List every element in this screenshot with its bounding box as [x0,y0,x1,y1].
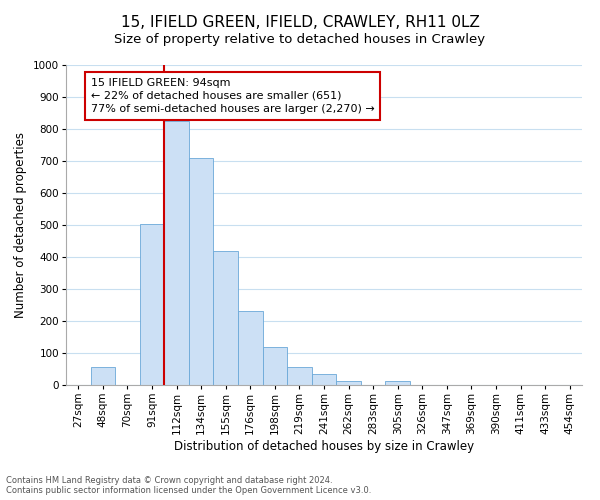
Text: 15, IFIELD GREEN, IFIELD, CRAWLEY, RH11 0LZ: 15, IFIELD GREEN, IFIELD, CRAWLEY, RH11 … [121,15,479,30]
Bar [336,381,361,385]
Bar [189,158,214,385]
Text: Contains HM Land Registry data © Crown copyright and database right 2024.
Contai: Contains HM Land Registry data © Crown c… [6,476,371,495]
Bar [214,251,238,385]
Bar [164,120,189,385]
Bar [287,367,312,385]
X-axis label: Distribution of detached houses by size in Crawley: Distribution of detached houses by size … [174,440,474,452]
Text: Size of property relative to detached houses in Crawley: Size of property relative to detached ho… [115,32,485,46]
Text: 15 IFIELD GREEN: 94sqm
← 22% of detached houses are smaller (651)
77% of semi-de: 15 IFIELD GREEN: 94sqm ← 22% of detached… [91,78,374,114]
Bar [140,224,164,385]
Bar [312,374,336,385]
Bar [385,381,410,385]
Bar [238,311,263,385]
Y-axis label: Number of detached properties: Number of detached properties [14,132,28,318]
Bar [91,367,115,385]
Bar [263,347,287,385]
